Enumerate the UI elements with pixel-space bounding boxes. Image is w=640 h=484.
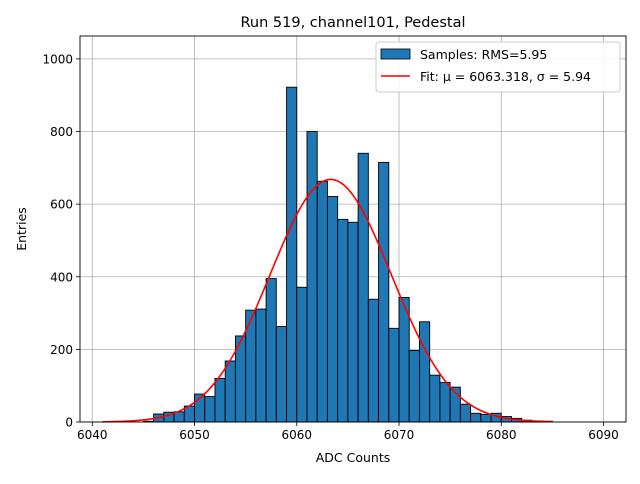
x-tick-label: 6080 (486, 428, 517, 442)
histogram-bar (255, 308, 267, 423)
y-tick-label: 600 (50, 198, 73, 212)
histogram-bar (204, 396, 216, 423)
y-tick-label: 1000 (42, 52, 73, 66)
histogram-bar (357, 152, 369, 423)
histogram-bar (224, 360, 236, 423)
histogram-bar (337, 218, 349, 423)
y-axis-ticks: 0 200 400 600 800 1000 (42, 52, 80, 430)
y-tick-label: 0 (65, 416, 73, 430)
plot-frame (79, 35, 627, 423)
x-tick-label: 6060 (281, 428, 312, 442)
fit-curve (102, 178, 553, 423)
legend-box (375, 41, 621, 93)
x-axis-label: ADC Counts (316, 450, 391, 465)
histogram-bar (378, 161, 390, 423)
histogram-bar (439, 381, 451, 423)
histogram-bar (316, 180, 328, 423)
histogram-bar (419, 321, 431, 423)
histogram-bar (398, 296, 410, 423)
histogram-bar (480, 413, 492, 423)
x-axis-ticks: 6040 6050 6060 6070 6080 6090 (77, 422, 619, 442)
histogram-bar (306, 131, 318, 423)
legend: Samples: RMS=5.95 Fit: μ = 6063.318, σ =… (375, 41, 621, 93)
y-tick-label: 400 (50, 270, 73, 284)
histogram-bar (367, 298, 380, 423)
x-tick-label: 6090 (588, 428, 619, 442)
histogram-bars (142, 86, 553, 423)
histogram-bar (275, 326, 287, 423)
histogram-bar (470, 412, 482, 423)
histogram-bar (214, 377, 226, 423)
histogram-bar (388, 327, 400, 423)
histogram-bar (286, 86, 298, 423)
histogram-bar (296, 286, 308, 423)
legend-label-fit: Fit: μ = 6063.318, σ = 5.94 (420, 69, 591, 84)
x-tick-label: 6040 (77, 428, 108, 442)
histogram-bar (459, 403, 472, 423)
histogram-bar (408, 350, 420, 423)
y-axis-label: Entries (14, 207, 29, 251)
x-tick-label: 6070 (384, 428, 415, 442)
y-tick-label: 200 (50, 343, 73, 357)
histogram-bar (347, 221, 359, 423)
legend-label-samples: Samples: RMS=5.95 (420, 47, 547, 62)
x-tick-label: 6050 (179, 428, 210, 442)
legend-patch-samples (380, 48, 411, 60)
chart-title: Run 519, channel101, Pedestal (240, 15, 465, 31)
histogram-bar (429, 374, 441, 423)
y-tick-label: 800 (50, 125, 73, 139)
histogram-bar (265, 278, 277, 423)
histogram-bar (326, 196, 339, 423)
